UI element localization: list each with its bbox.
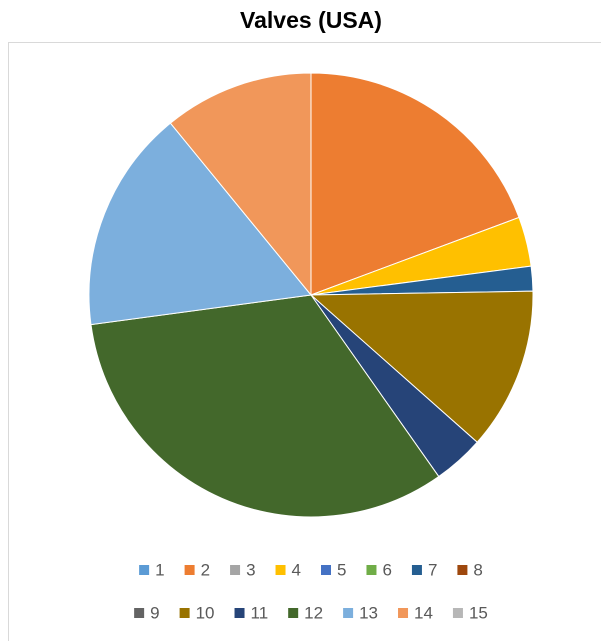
chart-area <box>8 42 601 641</box>
legend-label: 4 <box>292 560 301 579</box>
legend-label: 1 <box>155 560 164 579</box>
legend-marker <box>343 608 354 618</box>
legend-label: 13 <box>359 603 378 622</box>
pie-slice <box>90 294 440 518</box>
legend-marker <box>452 608 463 618</box>
legend-marker <box>230 565 241 575</box>
legend-label: 8 <box>473 560 482 579</box>
pie-slice <box>88 122 312 326</box>
legend-label: 12 <box>304 603 323 622</box>
legend-label: 15 <box>469 603 488 622</box>
legend-label: 3 <box>246 560 255 579</box>
legend-label: 14 <box>414 603 433 622</box>
pie-slice <box>169 72 312 297</box>
legend-marker <box>179 608 190 618</box>
legend-label: 5 <box>337 560 346 579</box>
legend-marker <box>184 565 195 575</box>
legend-label: 9 <box>150 603 159 622</box>
legend-marker <box>321 565 331 575</box>
chart-title: Valves (USA) <box>240 7 382 33</box>
legend-marker <box>139 565 150 575</box>
pie-slice <box>309 290 534 443</box>
legend-marker <box>398 608 409 618</box>
legend-label: 2 <box>201 560 210 579</box>
legend-marker <box>411 565 422 575</box>
legend-label: 11 <box>251 603 269 622</box>
legend-marker <box>366 565 377 575</box>
legend-marker <box>234 608 245 618</box>
legend-marker <box>134 608 145 618</box>
legend-marker <box>275 565 286 575</box>
legend-marker <box>457 565 468 575</box>
legend-marker <box>288 608 299 618</box>
legend-label: 7 <box>428 560 437 579</box>
legend-label: 10 <box>196 603 215 622</box>
pie-slice <box>310 72 520 296</box>
legend-label: 6 <box>382 560 391 579</box>
